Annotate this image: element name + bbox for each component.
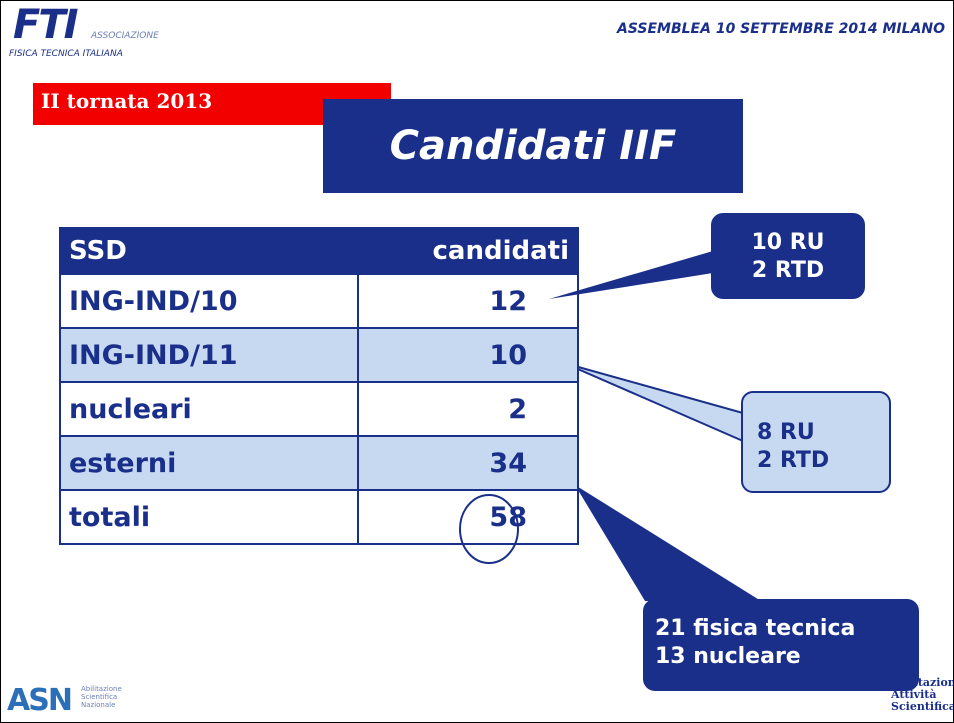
cell: nucleari [59,381,359,437]
logo-line: Scientifica [891,700,954,713]
logo-lines: Abilitazione Scientifica Nazionale [81,685,122,709]
logo-line: Abilitazione [81,685,122,693]
row: esterni 34 [59,435,579,491]
callout-line: 2 RTD [751,258,825,283]
callout-line: 21 fisica tecnica [655,616,856,641]
callout: 21 fisica tecnica 13 nucleare [643,599,919,691]
header-cell: candidati [357,227,579,275]
title: Candidati IIF [323,99,743,193]
callout-line: 2 RTD [757,448,830,473]
logo-line: Valutazione [891,676,953,689]
cell: 2 [357,381,579,437]
cell: ING-IND/10 [59,273,359,329]
header-row: SSD candidati [59,227,579,275]
logo-line: FISICA TECNICA ITALIANA [9,49,123,59]
logo-line: Scientifica [81,693,118,701]
row: nucleari 2 [59,381,579,437]
logo-line: Nazionale [81,701,116,709]
callout-line: 8 RU [757,420,815,445]
logo-mark: FTI [13,2,78,48]
cell: 12 [357,273,579,329]
fti-logo: FTI ASSOCIAZIONE FISICA TECNICA ITALIANA [9,2,159,59]
table: SSD candidati ING-IND/10 12 ING-IND/11 10 … [59,227,579,545]
callout: 10 RU 2 RTD [711,213,865,299]
logo-line: ASSOCIAZIONE [91,31,159,41]
callout-pointer [563,362,744,443]
cell: ING-IND/11 [59,327,359,383]
callout-pointer [575,485,761,601]
callout-line: 13 nucleare [655,644,801,669]
asn-logo: ASN Abilitazione Scientifica Nazionale [7,683,122,718]
row: ING-IND/11 10 [59,327,579,383]
header-cell: SSD [59,227,359,275]
row: ING-IND/10 12 [59,273,579,329]
callout-pointer [549,251,713,299]
vas-logo: Valutazione Attività Scientifica [891,676,954,713]
callout-line: 10 RU [751,230,825,255]
cell: 34 [357,435,579,491]
row: totali 58 [59,489,579,545]
cell: esterni [59,435,359,491]
logo-mark: ASN [7,683,73,718]
cell: 58 [357,489,579,545]
callout: 8 RU 2 RTD [741,391,891,493]
cell: 10 [357,327,579,383]
logo-line: Attività [891,688,937,701]
event: ASSEMBLEA 10 SETTEMBRE 2014 MILANO [616,21,945,37]
cell: totali [59,489,359,545]
